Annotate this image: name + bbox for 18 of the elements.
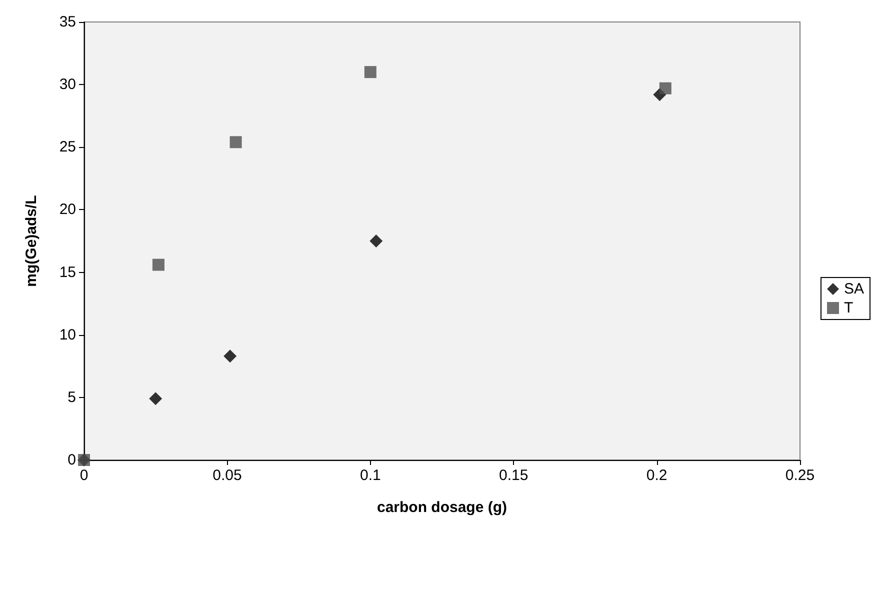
legend-label: T	[844, 300, 854, 316]
y-tick-label: 35	[59, 14, 76, 30]
x-tick-label: 0.2	[646, 467, 668, 484]
x-tick-label: 0.25	[785, 467, 815, 484]
y-tick-label: 5	[68, 388, 76, 406]
y-tick-label: 0	[68, 452, 76, 468]
y-tick-label: 20	[59, 201, 76, 218]
y-axis-title: mg(Ge)ads/L	[23, 195, 40, 287]
y-tick-label: 30	[59, 76, 76, 94]
x-tick-label: 0.05	[212, 467, 242, 484]
legend-label: SA	[844, 280, 864, 298]
y-tick-label: 10	[59, 326, 76, 344]
x-axis-title: carbon dosage (g)	[376, 499, 508, 516]
x-tick-label: 0.15	[499, 467, 528, 484]
y-tick-label: 15	[59, 264, 76, 281]
x-tick-label: 0	[80, 467, 88, 484]
y-tick-label: 25	[59, 138, 76, 156]
x-tick-label: 0.1	[360, 467, 381, 484]
